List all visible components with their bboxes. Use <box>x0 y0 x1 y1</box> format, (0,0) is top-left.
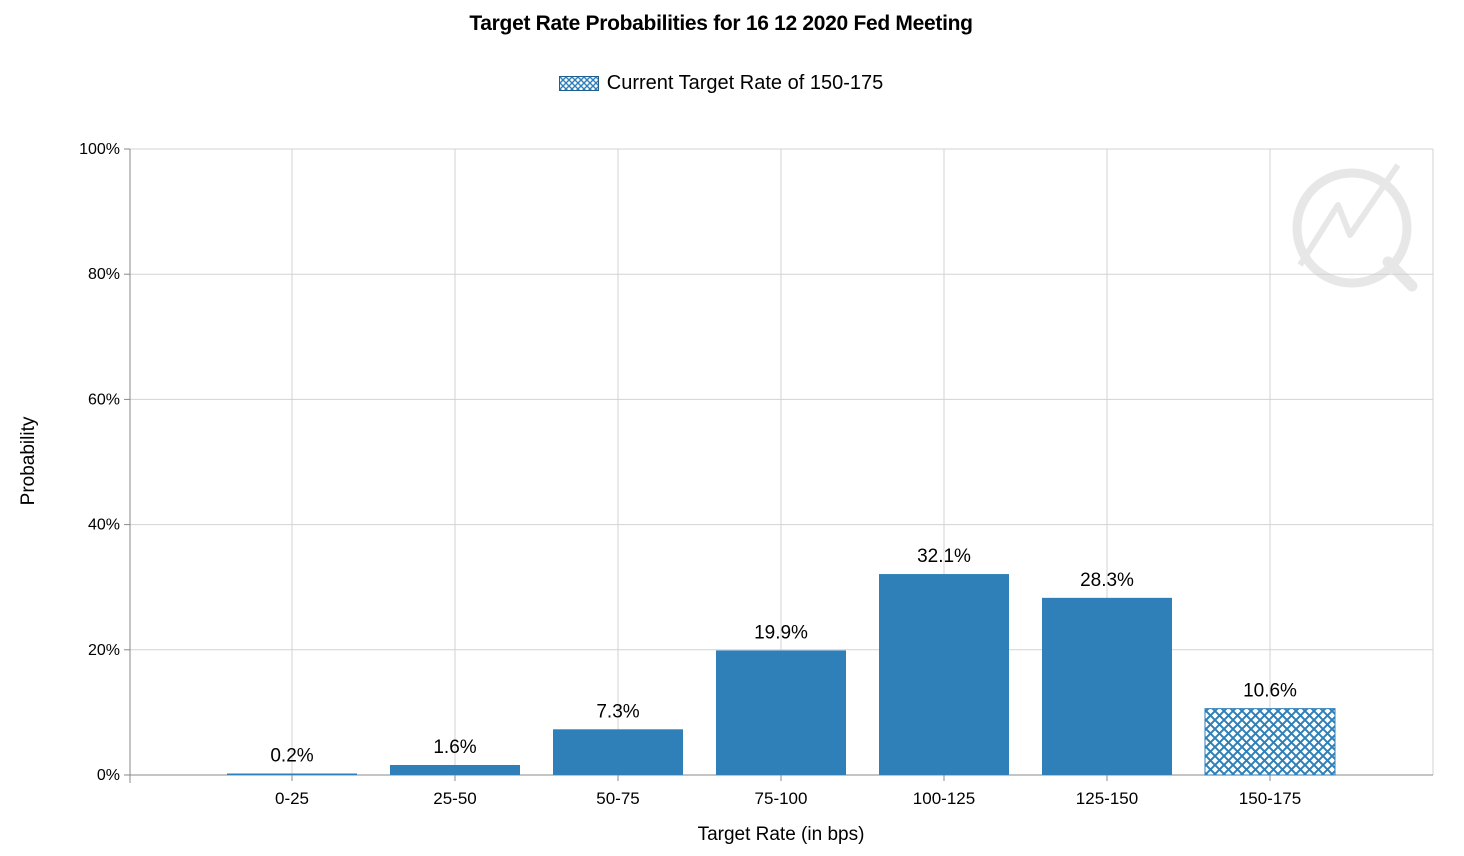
y-axis-label: Probability <box>18 416 39 505</box>
data-label: 28.3% <box>1080 570 1134 591</box>
bars <box>227 574 1336 776</box>
x-tick-label: 150-175 <box>1239 789 1301 808</box>
legend-label: Current Target Rate of 150-175 <box>606 72 884 94</box>
x-axis-ticks: 0-25 25-50 50-75 75-100 100-125 125-150 150-17… <box>275 775 1301 808</box>
data-labels: 0.2% 1.6% 7.3% 19.9% 32.1% 28.3% 10.6% <box>270 546 1297 766</box>
data-label: 1.6% <box>433 737 476 758</box>
data-label: 10.6% <box>1243 681 1297 702</box>
x-tick-label: 0-25 <box>275 789 309 808</box>
bar-0-25 <box>227 773 357 775</box>
x-tick-label: 25-50 <box>433 789 476 808</box>
y-tick-label: 100% <box>79 141 120 158</box>
bar-150-175 <box>1204 708 1336 776</box>
bar-125-150 <box>1042 597 1172 775</box>
y-tick-label: 40% <box>88 517 120 534</box>
legend-swatch-hatched <box>558 76 599 91</box>
y-tick-label: 60% <box>88 391 120 408</box>
x-tick-label: 75-100 <box>755 789 808 808</box>
y-tick-label: 20% <box>88 642 120 659</box>
x-tick-label: 125-150 <box>1076 789 1138 808</box>
gridlines <box>130 148 1434 775</box>
data-label: 0.2% <box>270 746 313 767</box>
legend: Current Target Rate of 150-175 <box>0 72 1442 95</box>
bar-50-75 <box>553 729 683 775</box>
data-label: 19.9% <box>754 622 808 643</box>
y-axis-ticks: 0% 20% 40% 60% 80% 100% <box>79 141 130 784</box>
data-label: 32.1% <box>917 546 971 567</box>
x-tick-label: 100-125 <box>913 789 975 808</box>
chart-title: Target Rate Probabilities for 16 12 2020… <box>469 12 973 35</box>
watermark-logo-icon <box>1292 163 1418 292</box>
y-tick-label: 0% <box>97 767 120 784</box>
y-tick-label: 80% <box>88 266 120 283</box>
x-axis-label: Target Rate (in bps) <box>698 824 865 845</box>
data-label: 7.3% <box>596 701 639 722</box>
bar-75-100 <box>716 650 846 775</box>
x-tick-label: 50-75 <box>596 789 639 808</box>
bar-25-50 <box>390 764 520 775</box>
bar-100-125 <box>879 574 1009 775</box>
